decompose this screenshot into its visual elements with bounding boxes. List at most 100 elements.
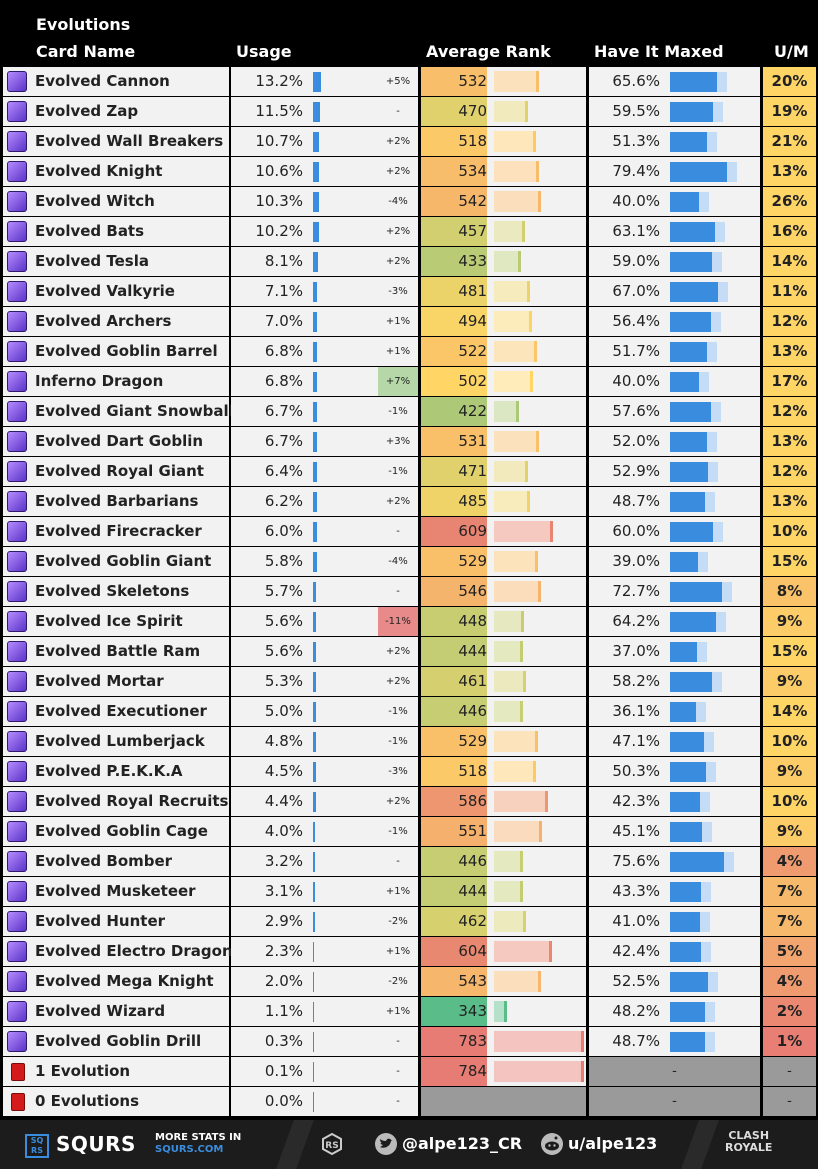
um-cell: 12% — [763, 307, 816, 336]
average-rank-value: 534 — [458, 162, 487, 180]
um-cell: 7% — [763, 877, 816, 906]
have-it-maxed-cell: 57.6% — [589, 397, 760, 426]
average-rank-value: 448 — [458, 612, 487, 630]
average-rank-bar — [494, 431, 536, 452]
card-icon — [7, 701, 27, 722]
usage-cell: 4.4% +2% — [231, 787, 418, 816]
um-cell: 9% — [763, 757, 816, 786]
average-rank-value: 783 — [458, 1032, 487, 1050]
average-rank-bar-edge — [530, 371, 534, 392]
have-it-maxed-cell: 39.0% — [589, 547, 760, 576]
um-cell: - — [763, 1057, 816, 1086]
have-it-maxed-cell: 36.1% — [589, 697, 760, 726]
have-it-maxed-bar — [670, 132, 707, 152]
um-cell: 8% — [763, 577, 816, 606]
usage-bar — [313, 882, 315, 902]
usage-bar — [313, 1092, 314, 1112]
usage-change: +2% — [385, 226, 411, 237]
average-rank-bar-edge — [533, 341, 537, 362]
table-row: Evolved Electro Dragon 2.3% +1% 604 42.4% 5% — [0, 937, 818, 966]
um-cell: 12% — [763, 397, 816, 426]
um-value: 4% — [776, 852, 803, 870]
twitter-handle[interactable]: @alpe123_CR — [402, 1134, 523, 1153]
average-rank-cell: 522 — [421, 337, 586, 366]
table-row: Evolved Mega Knight 2.0% -2% 543 52.5% 4% — [0, 967, 818, 996]
usage-value: 10.3% — [255, 192, 303, 210]
usage-bar — [313, 1062, 314, 1082]
clash-royale-line2: ROYALE — [725, 1141, 773, 1154]
reddit-icon — [541, 1133, 563, 1155]
have-it-maxed-value: 37.0% — [612, 642, 660, 660]
average-rank-bar-edge — [523, 911, 527, 932]
card-name-cell: Evolved Goblin Barrel — [3, 337, 229, 366]
usage-bar — [313, 582, 317, 602]
have-it-maxed-bar — [670, 822, 703, 842]
card-icon — [7, 521, 27, 542]
average-rank-value: 446 — [458, 702, 487, 720]
reddit-handle[interactable]: u/alpe123 — [568, 1134, 658, 1153]
average-rank-bar — [494, 971, 538, 992]
usage-bar — [313, 102, 320, 122]
usage-value: 6.0% — [264, 522, 303, 540]
svg-text:RS: RS — [325, 1141, 338, 1151]
card-name: Evolved Bomber — [35, 852, 173, 870]
average-rank-bar — [494, 311, 529, 332]
usage-cell: 6.0% - — [231, 517, 418, 546]
have-it-maxed-cell: 47.1% — [589, 727, 760, 756]
average-rank-bar — [494, 731, 536, 752]
average-rank-value: 529 — [458, 552, 487, 570]
usage-change: +1% — [385, 886, 411, 897]
usage-change: -3% — [388, 766, 408, 777]
usage-value: 2.9% — [264, 912, 303, 930]
usage-change: +2% — [385, 496, 411, 507]
average-rank-bar-edge — [549, 521, 553, 542]
card-name-cell: Evolved Mortar — [3, 667, 229, 696]
have-it-maxed-cell: 51.3% — [589, 127, 760, 156]
have-it-maxed-value: 65.6% — [612, 72, 660, 90]
usage-value: 6.7% — [264, 402, 303, 420]
usage-value: 5.6% — [264, 642, 303, 660]
average-rank-bar — [494, 491, 528, 512]
um-value: 4% — [776, 972, 803, 990]
squrs-logo-icon: SQ RS — [25, 1134, 49, 1158]
card-name: Evolved Wall Breakers — [35, 132, 224, 150]
card-name: Evolved Goblin Giant — [35, 552, 212, 570]
have-it-maxed-bar — [670, 432, 708, 452]
have-it-maxed-value: 75.6% — [612, 852, 660, 870]
more-stats-url[interactable]: SQURS.COM — [155, 1144, 224, 1155]
average-rank-bar — [494, 101, 525, 122]
average-rank-bar-edge — [545, 791, 549, 812]
um-cell: 7% — [763, 907, 816, 936]
average-rank-bar-edge — [533, 131, 537, 152]
usage-change: - — [396, 1096, 400, 1107]
have-it-maxed-bar — [670, 852, 725, 872]
card-name: Evolved Battle Ram — [35, 642, 201, 660]
table-row: Evolved Dart Goblin 6.7% +3% 531 52.0% 13% — [0, 427, 818, 456]
have-it-maxed-cell: 79.4% — [589, 157, 760, 186]
usage-cell: 5.8% -4% — [231, 547, 418, 576]
card-name: Evolved Mortar — [35, 672, 164, 690]
table-row: Evolved Goblin Drill 0.3% - 783 48.7% 1% — [0, 1027, 818, 1056]
average-rank-bar-edge — [519, 881, 523, 902]
average-rank-bar — [494, 131, 534, 152]
card-name-cell: Evolved Bats — [3, 217, 229, 246]
table-row: Evolved Goblin Cage 4.0% -1% 551 45.1% 9% — [0, 817, 818, 846]
usage-change: +2% — [385, 796, 411, 807]
usage-bar — [313, 672, 317, 692]
usage-bar — [313, 432, 318, 452]
card-icon — [7, 461, 27, 482]
average-rank-bar-edge — [524, 461, 528, 482]
usage-bar — [313, 732, 316, 752]
card-name: Evolved Knight — [35, 162, 163, 180]
card-icon — [7, 311, 27, 332]
have-it-maxed-bar — [670, 702, 696, 722]
have-it-maxed-bar — [670, 672, 712, 692]
usage-cell: 0.3% - — [231, 1027, 418, 1056]
usage-bar — [313, 1002, 314, 1022]
have-it-maxed-cell: 48.7% — [589, 1027, 760, 1056]
usage-cell: 2.0% -2% — [231, 967, 418, 996]
um-cell: - — [763, 1087, 816, 1116]
average-rank-value: 542 — [458, 192, 487, 210]
um-cell: 10% — [763, 517, 816, 546]
average-rank-bar-edge — [537, 191, 541, 212]
